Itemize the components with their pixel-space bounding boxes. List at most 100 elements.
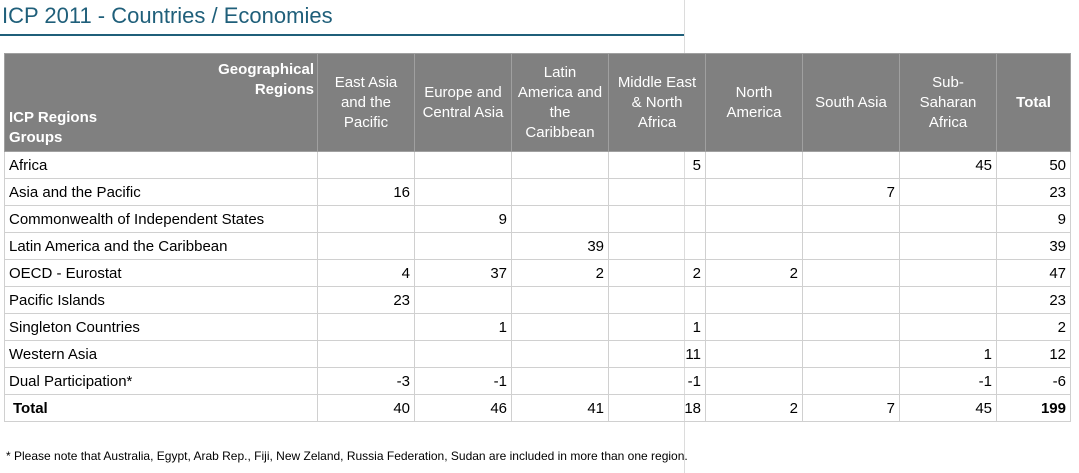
row-total-cell: 199 xyxy=(996,394,1071,422)
table-row: Western Asia 11 1 12 xyxy=(4,340,1071,368)
row-label: Latin America and the Caribbean xyxy=(4,232,318,260)
table-cell: 1 xyxy=(414,313,512,341)
table-cell xyxy=(802,205,900,233)
corner-geographical-regions: Geographical Regions xyxy=(218,61,314,98)
table-cell: 2 xyxy=(705,259,803,287)
row-label: Total xyxy=(4,394,318,422)
table-cell xyxy=(511,367,609,395)
table-cell xyxy=(802,313,900,341)
table-cell xyxy=(705,232,803,260)
table-cell xyxy=(317,151,415,179)
table-cell xyxy=(899,286,997,314)
column-header: Sub-Saharan Africa xyxy=(899,53,997,152)
table-cell xyxy=(802,340,900,368)
row-total-cell: -6 xyxy=(996,367,1071,395)
table-cell xyxy=(511,340,609,368)
table-row: Pacific Islands 23 23 xyxy=(4,286,1071,314)
table-cell: 5 xyxy=(608,151,706,179)
table-cell xyxy=(414,178,512,206)
table-cell xyxy=(802,151,900,179)
table-cell: 18 xyxy=(608,394,706,422)
table-cell xyxy=(899,232,997,260)
column-header-total: Total xyxy=(996,53,1071,152)
table-row: Commonwealth of Independent States 9 9 xyxy=(4,205,1071,233)
table-cell: 40 xyxy=(317,394,415,422)
page-title: ICP 2011 - Countries / Economies xyxy=(2,3,333,28)
table-cell: 1 xyxy=(608,313,706,341)
table-cell xyxy=(705,151,803,179)
table-cell xyxy=(802,367,900,395)
table-cell xyxy=(608,286,706,314)
table-cell: 4 xyxy=(317,259,415,287)
row-total-cell: 50 xyxy=(996,151,1071,179)
row-label: Western Asia xyxy=(4,340,318,368)
table-cell: -1 xyxy=(608,367,706,395)
table-cell: 46 xyxy=(414,394,512,422)
title-underline xyxy=(0,34,684,36)
table-cell: 37 xyxy=(414,259,512,287)
table-cell xyxy=(705,286,803,314)
corner-icp-regions-groups: ICP Regions Groups xyxy=(9,109,98,146)
table-row: Dual Participation* -3 -1 -1 -1 -6 xyxy=(4,367,1071,395)
table-cell xyxy=(414,151,512,179)
corner-header-cell: Geographical Regions ICP Regions Groups xyxy=(4,53,318,152)
column-header: Europe and Central Asia xyxy=(414,53,512,152)
row-total-cell: 12 xyxy=(996,340,1071,368)
table-cell: 23 xyxy=(317,286,415,314)
table-cell xyxy=(511,286,609,314)
table-cell: 9 xyxy=(414,205,512,233)
table-cell xyxy=(899,178,997,206)
table-cell: 16 xyxy=(317,178,415,206)
table-cell: 41 xyxy=(511,394,609,422)
row-total-cell: 47 xyxy=(996,259,1071,287)
table-cell xyxy=(317,340,415,368)
table-cell xyxy=(511,178,609,206)
table-cell: 39 xyxy=(511,232,609,260)
table-cell xyxy=(511,313,609,341)
table-cell xyxy=(414,286,512,314)
row-label: Commonwealth of Independent States xyxy=(4,205,318,233)
table-row: Singleton Countries 1 1 2 xyxy=(4,313,1071,341)
table-row: Africa 5 45 50 xyxy=(4,151,1071,179)
column-header: Middle East & North Africa xyxy=(608,53,706,152)
row-total-cell: 39 xyxy=(996,232,1071,260)
table-cell xyxy=(414,340,512,368)
column-header: North America xyxy=(705,53,803,152)
column-header: East Asia and the Pacific xyxy=(317,53,415,152)
table-cell: 2 xyxy=(705,394,803,422)
row-label: Pacific Islands xyxy=(4,286,318,314)
table-cell xyxy=(899,259,997,287)
table-cell xyxy=(802,232,900,260)
table-cell: -3 xyxy=(317,367,415,395)
table-cell: -1 xyxy=(414,367,512,395)
table-cell: 2 xyxy=(511,259,609,287)
row-label: Asia and the Pacific xyxy=(4,178,318,206)
table-cell: 7 xyxy=(802,394,900,422)
table-cell xyxy=(317,205,415,233)
table-cell xyxy=(705,313,803,341)
table-cell: 45 xyxy=(899,394,997,422)
table-cell xyxy=(511,205,609,233)
table-cell: -1 xyxy=(899,367,997,395)
table-cell xyxy=(705,367,803,395)
column-header: Latin America and the Caribbean xyxy=(511,53,609,152)
table-cell xyxy=(608,232,706,260)
table-cell xyxy=(802,259,900,287)
table-cell xyxy=(899,205,997,233)
table-row: Asia and the Pacific 16 7 23 xyxy=(4,178,1071,206)
table-cell xyxy=(511,151,609,179)
row-total-cell: 23 xyxy=(996,178,1071,206)
table-cell xyxy=(608,205,706,233)
table-cell: 45 xyxy=(899,151,997,179)
table-cell xyxy=(608,178,706,206)
row-label: Dual Participation* xyxy=(4,367,318,395)
table-cell xyxy=(802,286,900,314)
table-cell xyxy=(705,205,803,233)
table-cell xyxy=(317,313,415,341)
table-cell xyxy=(414,232,512,260)
table-cell xyxy=(317,232,415,260)
row-total-cell: 23 xyxy=(996,286,1071,314)
table-cell xyxy=(705,178,803,206)
table-row: Latin America and the Caribbean 39 39 xyxy=(4,232,1071,260)
row-total-cell: 9 xyxy=(996,205,1071,233)
